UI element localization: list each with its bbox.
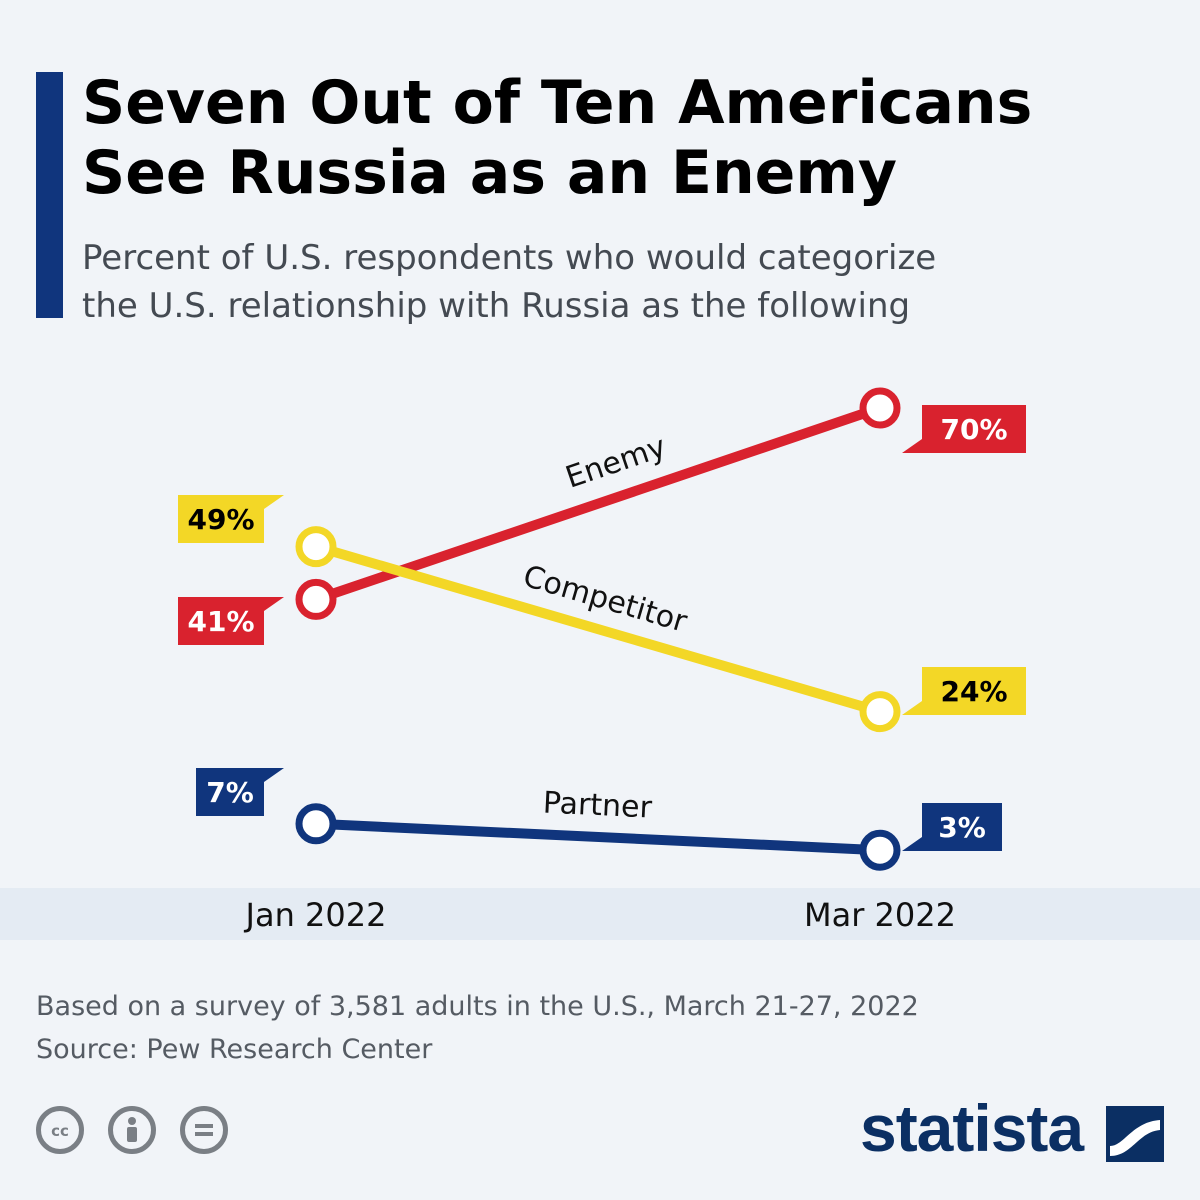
statista-logo-icon [1106,1106,1164,1162]
cc-icon[interactable]: cc [36,1106,84,1154]
competitor-data-label-1: 49% [187,503,254,536]
subtitle-line-2: the U.S. relationship with Russia as the… [82,286,911,326]
subtitle-line-1: Percent of U.S. respondents who would ca… [82,238,937,278]
chart-title: Seven Out of Ten Americans See Russia as… [82,68,1162,208]
enemy-label-tag-2 [902,405,1026,453]
x-tick-label-2: Mar 2022 [804,896,956,934]
survey-note: Based on a survey of 3,581 adults in the… [36,991,919,1022]
enemy-point-1 [295,578,337,620]
enemy-label-tag-1 [178,597,284,645]
enemy-series-line [311,403,885,605]
title-line-2: See Russia as an Enemy [82,138,897,208]
x-tick-label-1: Jan 2022 [244,896,387,934]
enemy-point-2 [859,387,901,429]
attribution-icon[interactable] [108,1106,156,1154]
competitor-label-tag-1 [178,495,284,543]
chart-subtitle: Percent of U.S. respondents who would ca… [82,234,1162,330]
statista-logo[interactable]: statista [860,1091,1084,1165]
title-line-1: Seven Out of Ten Americans [82,68,1033,138]
x-axis-band [0,888,1200,940]
partner-label-tag-1 [196,768,284,816]
competitor-point-1 [295,526,337,568]
competitor-label-tag-2 [902,667,1026,715]
partner-point-2 [859,829,901,871]
partner-label-tag-2 [902,803,1002,851]
partner-point-1 [295,803,337,845]
competitor-data-label-2: 24% [940,675,1007,708]
competitor-series-line [311,541,885,717]
enemy-data-label-2: 70% [940,413,1007,446]
no-derivatives-icon[interactable] [180,1106,228,1154]
svg-text:cc: cc [51,1122,69,1140]
source-note: Source: Pew Research Center [36,1034,433,1065]
enemy-data-label-1: 41% [187,605,254,638]
partner-data-label-1: 7% [206,776,254,809]
competitor-point-2 [859,691,901,733]
partner-series-line [311,818,885,856]
partner-series-name: Partner [542,786,653,826]
title-accent-bar [36,72,63,318]
partner-data-label-2: 3% [938,811,986,844]
